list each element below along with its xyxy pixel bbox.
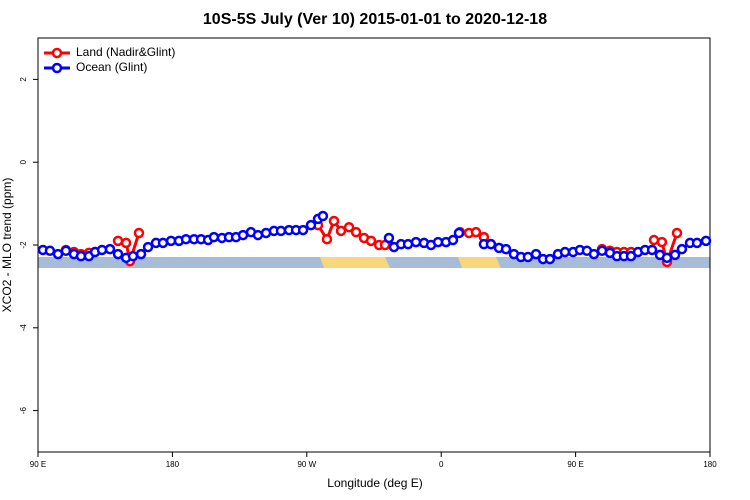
point [661, 252, 673, 264]
y-tick-label: 0 [19, 159, 28, 164]
x-tick-label: 90 E [567, 460, 583, 469]
y-tick-label: 2 [19, 77, 28, 82]
point [691, 237, 703, 249]
point [208, 231, 220, 243]
chart-title: 10S-5S July (Ver 10) 2015-01-01 to 2020-… [203, 11, 547, 28]
point [60, 245, 72, 257]
point [588, 248, 600, 260]
point [142, 241, 154, 253]
point [453, 227, 465, 239]
legend-label: Ocean (Glint) [76, 60, 147, 74]
point [530, 248, 542, 260]
point [297, 224, 309, 236]
land-strip [458, 257, 501, 268]
point [133, 227, 145, 239]
point [700, 235, 712, 247]
y-tick-label: -6 [19, 406, 28, 414]
x-tick-label: 180 [166, 460, 180, 469]
point [669, 249, 681, 261]
x-axis-label: Longitude (deg E) [327, 476, 422, 490]
point [485, 238, 497, 250]
legend-marker [51, 62, 63, 74]
point [365, 235, 377, 247]
point [112, 248, 124, 260]
point [44, 245, 56, 257]
point [180, 233, 192, 245]
point [500, 243, 512, 255]
point [328, 215, 340, 227]
y-tick-label: -2 [19, 241, 28, 249]
x-tick-label: 180 [703, 460, 717, 469]
point [104, 243, 116, 255]
point [350, 226, 362, 238]
point [656, 236, 668, 248]
point [275, 225, 287, 237]
x-tick-label: 90 E [30, 460, 46, 469]
point [343, 221, 355, 233]
point [383, 232, 395, 244]
point [120, 237, 132, 249]
x-tick-label: 90 W [297, 460, 316, 469]
point [559, 246, 571, 258]
legend-marker [51, 47, 63, 59]
point [335, 225, 347, 237]
y-tick-label: -4 [19, 324, 28, 332]
point [317, 210, 329, 222]
point [646, 244, 658, 256]
point [127, 250, 139, 262]
x-tick-label: 0 [439, 460, 444, 469]
land-strip [320, 257, 390, 268]
point [671, 227, 683, 239]
point [252, 229, 264, 241]
y-axis-label: XCO2 - MLO trend (ppm) [0, 178, 14, 313]
point [470, 226, 482, 238]
point [112, 235, 124, 247]
legend-label: Land (Nadir&Glint) [76, 45, 175, 59]
point [157, 237, 169, 249]
point [522, 251, 534, 263]
point [135, 248, 147, 260]
point [321, 233, 333, 245]
point [305, 219, 317, 231]
map-strip [38, 257, 710, 268]
point [676, 243, 688, 255]
point [544, 253, 556, 265]
point [447, 234, 459, 246]
point [410, 236, 422, 248]
